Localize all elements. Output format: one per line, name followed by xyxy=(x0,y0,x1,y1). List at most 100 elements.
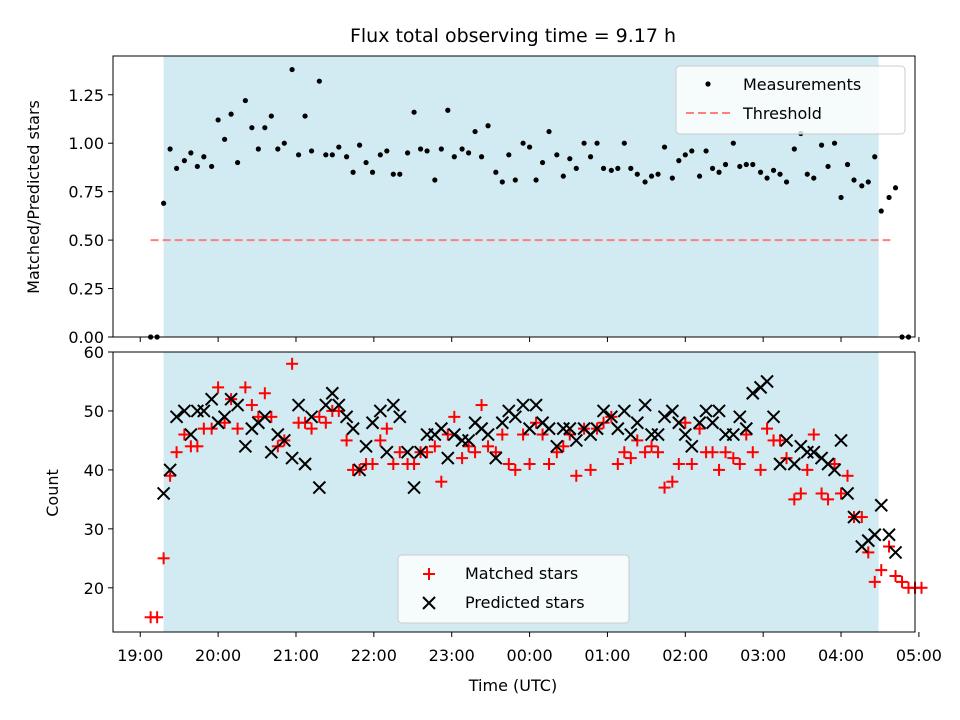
matched-star-point xyxy=(780,452,793,465)
predicted-star-point xyxy=(413,445,428,459)
measurement-point xyxy=(499,179,505,185)
predicted-star-point xyxy=(298,457,312,471)
top-y-tick-label: 1.25 xyxy=(68,86,104,105)
matched-star-point xyxy=(475,399,488,412)
top-legend: Measurements Threshold xyxy=(675,65,906,135)
measurement-point xyxy=(424,148,430,154)
bottom-y-tick-label: 50 xyxy=(84,402,104,421)
matched-star-point xyxy=(530,416,543,429)
predicted-star-point xyxy=(529,398,543,412)
matched-star-point xyxy=(536,428,549,441)
legend-label-matched: Matched stars xyxy=(465,564,578,583)
predicted-star-point xyxy=(868,528,882,542)
predicted-star-point xyxy=(312,480,327,495)
measurement-point xyxy=(642,179,648,185)
predicted-star-point xyxy=(699,404,713,418)
predicted-star-point xyxy=(447,427,462,442)
x-tick-label: 05:00 xyxy=(896,646,942,665)
measurement-point xyxy=(323,152,329,158)
measurement-point xyxy=(696,173,703,179)
matched-star-point xyxy=(543,458,556,470)
measurement-point xyxy=(161,200,167,206)
matched-star-point xyxy=(305,422,318,435)
predicted-star-point xyxy=(882,528,896,542)
measurement-point xyxy=(295,152,302,158)
predicted-star-point xyxy=(434,421,449,436)
matched-star-point xyxy=(151,611,164,624)
matched-star-point xyxy=(794,487,807,500)
top-y-tick-label: 0.50 xyxy=(68,231,104,250)
measurement-point xyxy=(608,167,614,173)
measurement-point xyxy=(533,177,539,183)
top-y-tick-label: 0.25 xyxy=(68,280,104,299)
bottom-y-tick-label: 60 xyxy=(84,343,104,362)
matched-star-point xyxy=(733,458,746,470)
matched-star-point xyxy=(428,440,441,453)
measurement-point xyxy=(648,173,655,179)
matched-star-point xyxy=(319,416,332,429)
measurement-point xyxy=(316,78,322,84)
measurement-point xyxy=(770,167,777,173)
measurement-point xyxy=(804,171,810,177)
matched-star-point xyxy=(435,475,448,488)
matched-star-point xyxy=(815,487,828,500)
matched-star-point xyxy=(761,422,774,435)
x-tick-label: 04:00 xyxy=(818,646,864,665)
measurement-point xyxy=(764,175,770,181)
top-panel: 0.00 0.25 0.50 0.75 1.00 1.25 Matched/Predict… xyxy=(24,55,920,347)
matched-star-point xyxy=(597,416,610,429)
measurement-point xyxy=(709,165,716,171)
legend-marker-predicted xyxy=(422,596,436,610)
bottom-legend-box xyxy=(397,554,630,624)
chart-title: Flux total observing time = 9.17 h xyxy=(350,25,676,47)
measurement-point xyxy=(222,136,228,142)
predicted-star-point xyxy=(204,392,219,406)
measurements-series xyxy=(148,66,912,340)
predicted-star-point xyxy=(304,410,319,424)
predicted-star-point xyxy=(705,416,720,430)
predicted-star-point xyxy=(393,410,407,424)
predicted-star-point xyxy=(489,451,503,465)
matched-star-point xyxy=(835,487,848,500)
matched-star-point xyxy=(639,446,652,459)
predicted-star-point xyxy=(563,421,577,436)
bottom-y-tick-label: 40 xyxy=(84,461,104,480)
matched-star-point xyxy=(366,458,379,470)
predicted-star-point xyxy=(332,398,346,412)
measurement-point xyxy=(737,163,743,170)
measurement-point xyxy=(268,113,274,119)
predicted-star-point xyxy=(373,404,388,418)
predicted-star-point xyxy=(760,374,774,389)
matched-star-point xyxy=(239,381,252,394)
matched-star-point xyxy=(482,440,495,453)
matched-star-point xyxy=(164,469,177,482)
bottom-panel: 20 30 40 50 60 19:00 20:00 21:00 22:00 23:00 00:0… xyxy=(43,343,942,695)
predicted-star-point xyxy=(217,410,232,424)
measurement-point xyxy=(289,66,295,73)
matched-star-point xyxy=(218,416,231,429)
matched-star-point xyxy=(828,458,841,470)
measurement-point xyxy=(404,150,411,156)
x-tick-label: 02:00 xyxy=(662,646,708,665)
matched-star-point xyxy=(868,575,881,588)
predicted-star-point xyxy=(657,410,672,424)
predicted-star-point xyxy=(156,486,171,501)
measurement-point xyxy=(363,159,369,166)
matched-star-point xyxy=(231,422,244,435)
x-tick-label: 20:00 xyxy=(195,646,241,665)
matched-star-point xyxy=(645,440,658,453)
predicted-star-point xyxy=(807,445,821,459)
predicted-star-point xyxy=(230,398,245,412)
predicted-star-point xyxy=(779,433,794,448)
measurement-point xyxy=(587,154,594,160)
measurement-point xyxy=(676,158,682,164)
predicted-star-point xyxy=(556,421,571,436)
measurement-point xyxy=(628,165,634,171)
measurement-point xyxy=(209,163,215,170)
predicted-star-point xyxy=(630,416,644,430)
measurement-point xyxy=(818,142,825,148)
legend-label-predicted: Predicted stars xyxy=(465,593,585,612)
measurement-point xyxy=(350,169,356,175)
measurement-point xyxy=(703,148,709,154)
matched-star-point xyxy=(672,458,685,470)
